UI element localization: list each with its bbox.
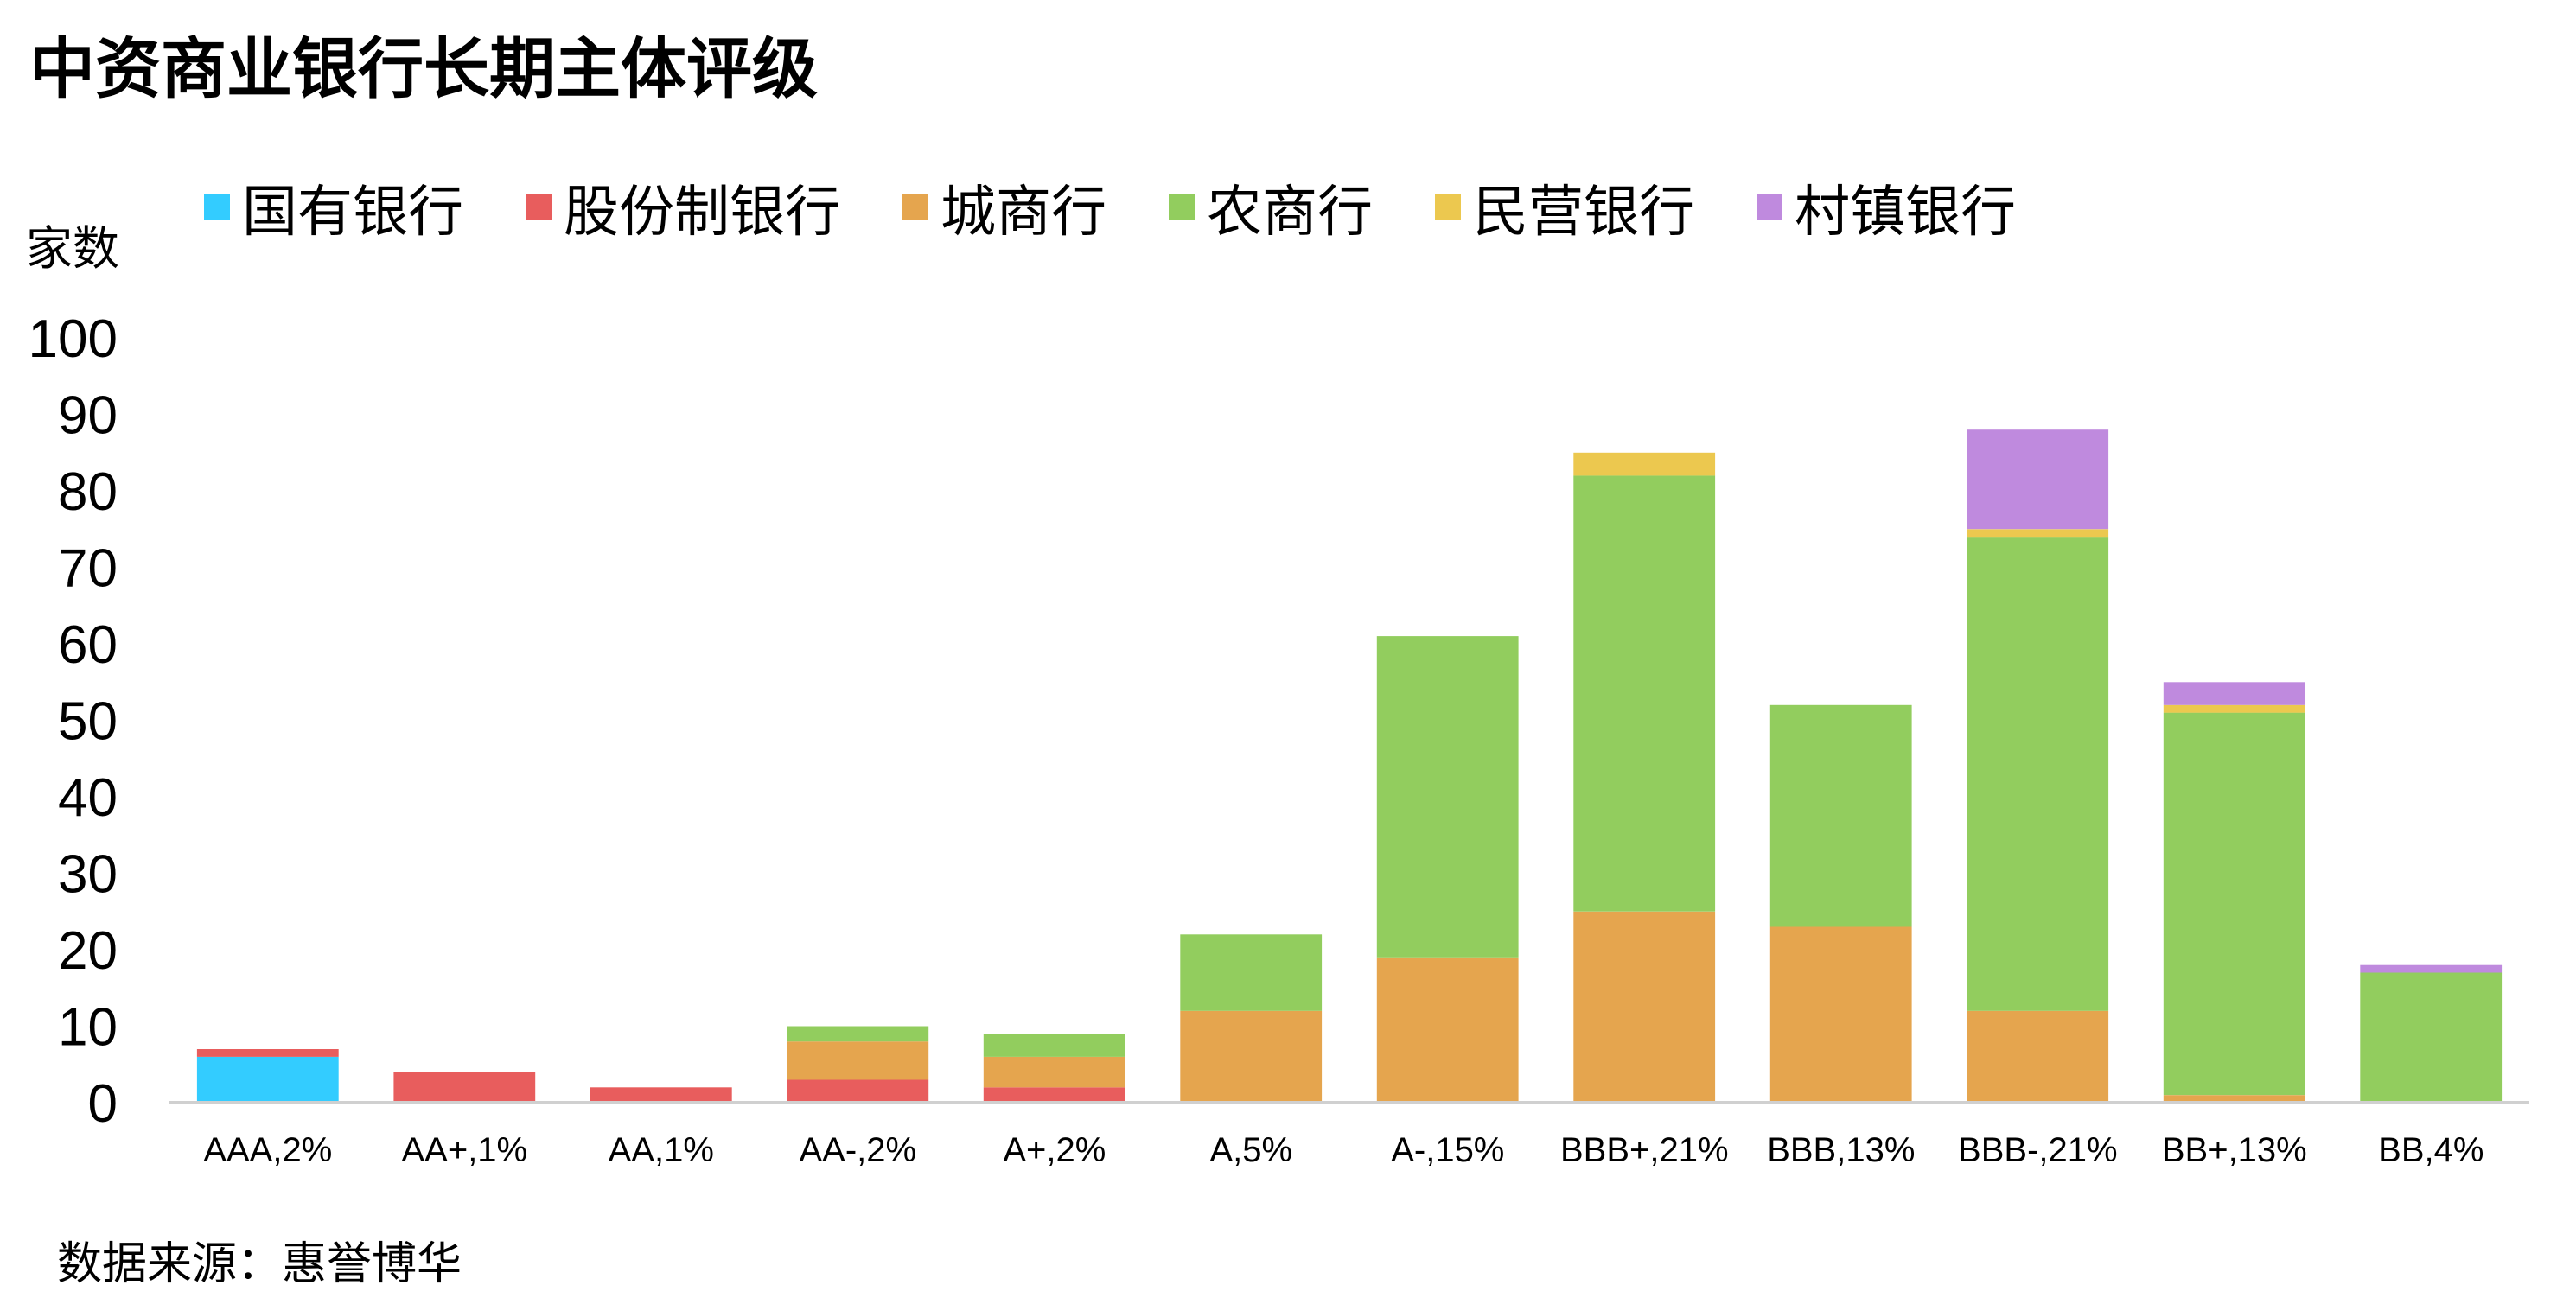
bar-segment: [983, 1034, 1125, 1057]
y-tick-label: 30: [58, 845, 118, 905]
bar-segment: [393, 1072, 536, 1103]
x-tick-label: A,5%: [1209, 1131, 1292, 1169]
source-note: 数据来源：惠誉博华: [57, 1238, 462, 1290]
y-tick-label: 20: [58, 921, 118, 981]
y-tick-label: 50: [58, 692, 118, 752]
y-tick-label: 80: [58, 462, 118, 522]
bar-segment: [2360, 964, 2503, 973]
x-tick-label: AAA,2%: [203, 1131, 332, 1169]
y-tick-label: 70: [58, 539, 118, 599]
x-tick-label: AA,1%: [609, 1131, 714, 1169]
legend-swatch: [1435, 194, 1461, 220]
legend-swatch: [1757, 194, 1782, 220]
legend-label: 城商行: [940, 181, 1106, 245]
y-tick-label: 100: [29, 309, 118, 369]
legend-label: 农商行: [1207, 181, 1373, 245]
bar-segment: [196, 1049, 339, 1057]
x-tick-label: BBB-,21%: [1958, 1131, 2118, 1169]
bar-segment: [1967, 1010, 2109, 1103]
x-tick-label: A-,15%: [1391, 1131, 1504, 1169]
bar-segment: [1573, 452, 1716, 476]
bar-segment: [1967, 429, 2109, 530]
legend: 国有银行 股份制银行 城商行 农商行 民营银行 村镇银行: [204, 168, 2016, 247]
legend-swatch: [902, 194, 928, 220]
chart-title: 中资商业银行长期主体评级: [29, 30, 818, 107]
legend-swatch: [526, 194, 552, 220]
legend-swatch: [204, 194, 230, 220]
bar-segment: [1769, 704, 1912, 927]
x-tick-label: BB+,13%: [2162, 1131, 2307, 1169]
bar-segment: [787, 1026, 929, 1042]
bar-segment: [983, 1087, 1125, 1103]
legend-item: 农商行: [1169, 168, 1373, 247]
bar-segment: [1180, 934, 1323, 1011]
bar-segment: [590, 1087, 732, 1103]
bar-segment: [1573, 911, 1716, 1104]
y-tick-label: 0: [88, 1074, 118, 1134]
bar-segment: [1573, 475, 1716, 912]
x-tick-label: AA-,2%: [799, 1131, 916, 1169]
legend-item: 民营银行: [1435, 168, 1694, 247]
legend-item: 村镇银行: [1757, 168, 2016, 247]
x-tick-label: AA+,1%: [401, 1131, 527, 1169]
bar-segment: [1967, 537, 2109, 1011]
bar-segment: [2163, 1095, 2305, 1103]
bar-segment: [787, 1041, 929, 1080]
bar-segment: [1967, 529, 2109, 538]
bar-segment: [1376, 636, 1519, 958]
legend-swatch: [1169, 194, 1195, 220]
bar-segment: [787, 1079, 929, 1103]
x-tick-label: A+,2%: [1003, 1131, 1106, 1169]
bar-segment: [2360, 972, 2503, 1103]
legend-item: 股份制银行: [526, 168, 840, 247]
bar-segment: [983, 1056, 1125, 1088]
bar-segment: [2163, 704, 2305, 713]
legend-label: 村镇银行: [1795, 181, 2016, 245]
y-tick-label: 90: [58, 386, 118, 446]
y-tick-label: 10: [58, 998, 118, 1058]
legend-label: 国有银行: [242, 181, 463, 245]
x-tick-label: BBB,13%: [1767, 1131, 1915, 1169]
bar-segment: [2163, 682, 2305, 705]
x-tick-label: BB,4%: [2378, 1131, 2484, 1169]
legend-item: 国有银行: [204, 168, 463, 247]
x-tick-label: BBB+,21%: [1560, 1131, 1729, 1169]
legend-label: 民营银行: [1473, 181, 1694, 245]
y-tick-label: 40: [58, 768, 118, 828]
legend-item: 城商行: [902, 168, 1106, 247]
bar-segment: [1180, 1010, 1323, 1103]
bar-segment: [2163, 712, 2305, 1096]
y-axis-label: 家数: [26, 221, 119, 276]
legend-label: 股份制银行: [564, 181, 840, 245]
bar-segment: [1376, 957, 1519, 1103]
y-tick-label: 60: [58, 615, 118, 675]
bar-segment: [196, 1056, 339, 1103]
bar-segment: [1769, 926, 1912, 1103]
